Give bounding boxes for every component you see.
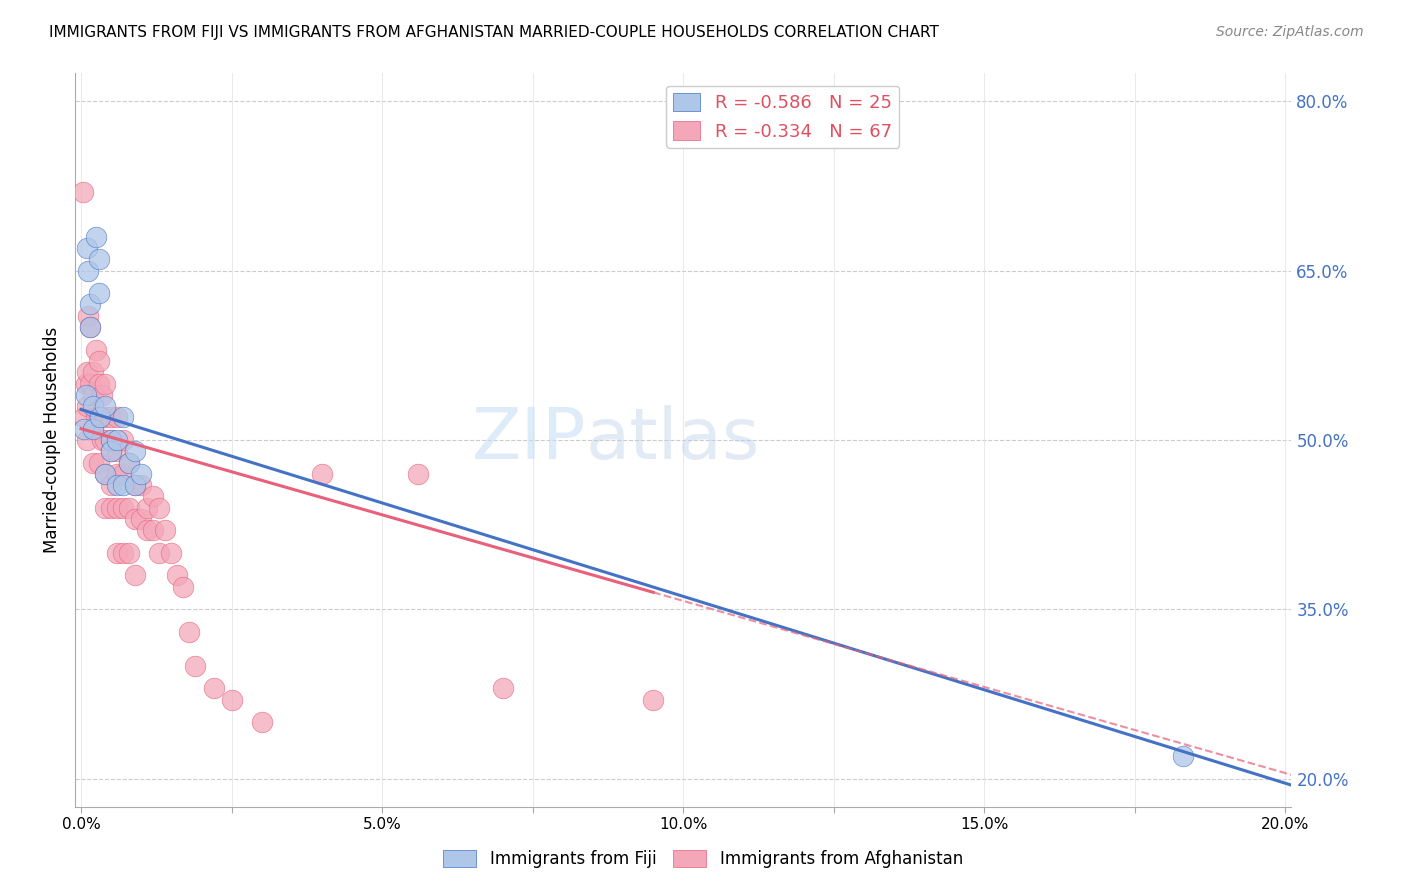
Point [105,500,128,515]
Legend: Immigrants from Fiji, Immigrants from Afghanistan: Immigrants from Fiji, Immigrants from Af… [436,843,970,875]
Point [82,422,104,436]
Point [179,624,201,639]
Point [100,444,122,458]
Point [112,467,135,481]
Text: atlas: atlas [586,406,761,475]
Point [100,433,122,447]
Point [148,546,170,560]
Point [100,433,122,447]
Point [94,399,117,413]
Point [105,433,128,447]
Point [100,500,122,515]
Point [124,568,146,582]
Point [94,467,117,481]
Point [221,692,243,706]
Point [250,715,273,730]
Point [91,388,114,402]
Point [76,241,98,255]
Y-axis label: Married-couple Households: Married-couple Households [44,326,60,553]
Point [75,388,97,402]
Point [79,320,101,334]
Point [160,546,183,560]
Point [105,410,128,425]
Point [87,410,110,425]
Point [82,365,104,379]
Point [491,681,513,696]
Point [129,467,152,481]
Point [118,500,141,515]
Point [155,524,177,538]
Point [105,467,128,481]
Point [87,456,110,470]
Text: IMMIGRANTS FROM FIJI VS IMMIGRANTS FROM AFGHANISTAN MARRIED-COUPLE HOUSEHOLDS CO: IMMIGRANTS FROM FIJI VS IMMIGRANTS FROM … [49,25,939,40]
Point [112,433,135,447]
Point [406,467,429,481]
Point [94,410,117,425]
Point [136,500,159,515]
Point [100,478,122,492]
Point [118,456,141,470]
Point [105,546,128,560]
Point [105,478,128,492]
Point [129,478,152,492]
Point [124,478,146,492]
Point [124,478,146,492]
Point [124,444,146,458]
Point [112,478,135,492]
Point [129,512,152,526]
Point [112,546,135,560]
Text: ZIP: ZIP [471,406,586,475]
Point [87,252,110,267]
Point [79,376,101,391]
Point [91,433,114,447]
Point [79,320,101,334]
Point [79,297,101,311]
Point [172,580,194,594]
Point [105,444,128,458]
Point [77,263,100,277]
Point [76,433,98,447]
Point [166,568,188,582]
Point [87,354,110,368]
Point [184,658,207,673]
Point [94,376,117,391]
Point [73,410,96,425]
Point [1171,749,1194,764]
Text: Source: ZipAtlas.com: Source: ZipAtlas.com [1216,25,1364,39]
Point [136,524,159,538]
Point [87,286,110,301]
Point [73,422,96,436]
Point [94,467,117,481]
Point [118,456,141,470]
Point [82,388,104,402]
Point [84,410,107,425]
Point [202,681,225,696]
Point [82,399,104,413]
Point [142,524,165,538]
Point [142,490,165,504]
Point [82,422,104,436]
Point [124,512,146,526]
Point [75,376,97,391]
Point [100,444,122,458]
Point [84,229,107,244]
Point [148,500,170,515]
Point [84,343,107,357]
Legend: R = -0.586   N = 25, R = -0.334   N = 67: R = -0.586 N = 25, R = -0.334 N = 67 [666,86,900,148]
Point [72,185,94,199]
Point [311,467,333,481]
Point [82,456,104,470]
Point [94,433,117,447]
Point [77,309,100,323]
Point [118,546,141,560]
Point [112,500,135,515]
Point [89,410,111,425]
Point [87,376,110,391]
Point [112,410,135,425]
Point [76,365,98,379]
Point [94,500,117,515]
Point [76,399,98,413]
Point [643,692,665,706]
Point [100,410,122,425]
